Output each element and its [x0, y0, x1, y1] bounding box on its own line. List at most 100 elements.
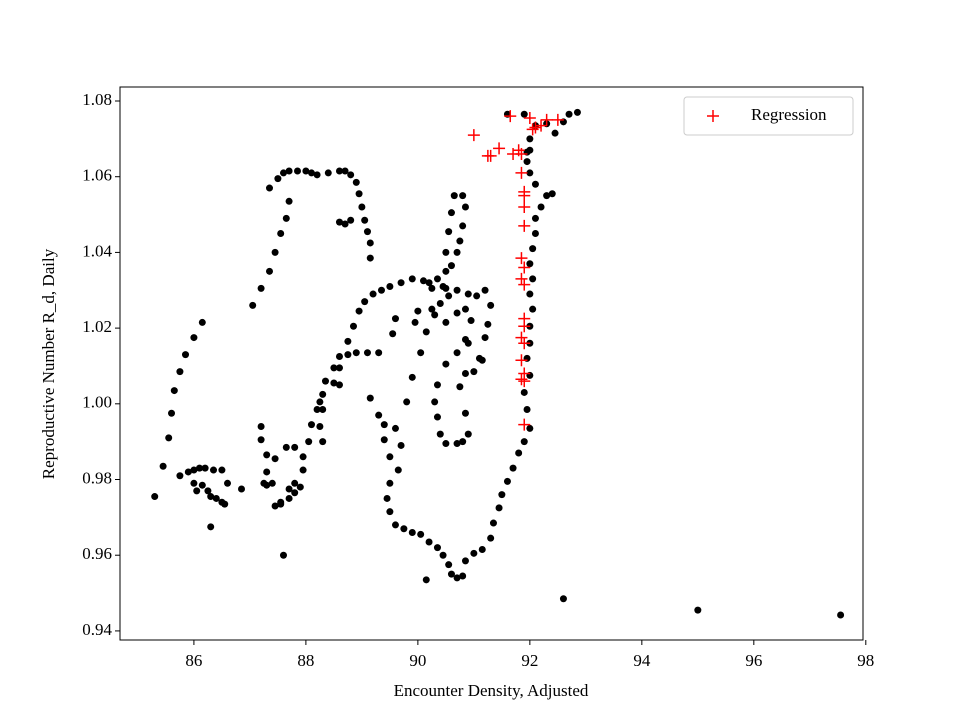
point	[467, 129, 480, 142]
point	[391, 424, 399, 432]
point	[190, 466, 198, 474]
point	[207, 523, 215, 531]
point	[523, 158, 531, 166]
point	[417, 530, 425, 538]
point	[319, 438, 327, 446]
point	[221, 500, 229, 508]
x-tick-label: 88	[297, 651, 314, 670]
point	[324, 169, 332, 177]
point	[456, 237, 464, 245]
point	[383, 494, 391, 502]
point	[447, 570, 455, 578]
point	[461, 305, 469, 313]
point	[459, 222, 467, 230]
point	[411, 318, 419, 326]
point	[450, 192, 458, 200]
point	[344, 351, 352, 359]
point	[282, 443, 290, 451]
point	[459, 438, 467, 446]
point	[397, 441, 405, 449]
point	[526, 424, 534, 432]
point	[277, 500, 285, 508]
point	[470, 368, 478, 376]
legend-label: Regression	[751, 105, 827, 124]
point	[212, 494, 220, 502]
point	[425, 538, 433, 546]
point	[425, 279, 433, 287]
point	[504, 110, 517, 123]
y-tick-label: 1.00	[82, 393, 112, 412]
x-tick-label: 94	[633, 651, 651, 670]
x-tick-label: 86	[185, 651, 202, 670]
point	[168, 409, 176, 417]
point	[347, 216, 355, 224]
point	[453, 349, 461, 357]
point	[431, 311, 439, 319]
point	[518, 320, 531, 333]
point	[470, 549, 478, 557]
point	[277, 229, 285, 237]
point	[433, 544, 441, 552]
point	[319, 390, 327, 398]
point	[355, 307, 363, 315]
point	[196, 464, 204, 472]
point	[316, 398, 324, 406]
point	[268, 479, 276, 487]
point	[363, 228, 371, 236]
point	[190, 334, 198, 342]
point	[503, 477, 511, 485]
point	[422, 576, 430, 584]
point	[366, 239, 374, 247]
point	[464, 290, 472, 298]
point	[518, 219, 531, 232]
point	[467, 317, 475, 325]
point	[358, 203, 366, 211]
point	[282, 214, 290, 222]
point	[184, 468, 192, 476]
point	[341, 220, 349, 228]
point	[509, 464, 517, 472]
point	[386, 508, 394, 516]
point	[201, 464, 209, 472]
point	[335, 364, 343, 372]
point	[207, 493, 215, 501]
point	[526, 146, 534, 154]
point	[548, 190, 556, 198]
point	[170, 387, 178, 395]
point	[526, 135, 534, 143]
point	[515, 272, 528, 285]
point	[352, 178, 360, 186]
point	[518, 418, 531, 431]
point	[433, 381, 441, 389]
legend: Regression	[683, 96, 854, 136]
point	[540, 113, 553, 126]
point	[391, 521, 399, 529]
point	[515, 147, 528, 160]
point	[442, 440, 450, 448]
point	[428, 305, 436, 313]
point	[361, 298, 369, 306]
point	[299, 466, 307, 474]
point	[363, 349, 371, 357]
point	[369, 290, 377, 298]
point	[526, 123, 539, 136]
point	[439, 551, 447, 559]
point	[442, 360, 450, 368]
point	[515, 252, 528, 265]
point	[551, 129, 559, 137]
point	[518, 375, 531, 388]
point	[518, 261, 531, 274]
point	[316, 423, 324, 431]
point	[257, 436, 265, 444]
y-tick-label: 1.02	[82, 317, 112, 336]
point	[464, 430, 472, 438]
point	[518, 278, 531, 291]
point	[484, 320, 492, 328]
legend-box	[683, 96, 854, 136]
point	[464, 339, 472, 347]
point	[422, 328, 430, 336]
y-tick-label: 0.98	[82, 468, 112, 487]
point	[386, 282, 394, 290]
point	[453, 248, 461, 256]
